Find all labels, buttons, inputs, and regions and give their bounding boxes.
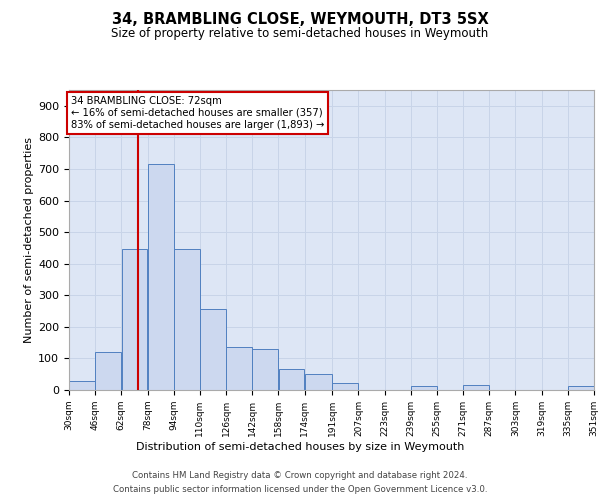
Bar xyxy=(568,386,594,390)
Bar xyxy=(95,352,121,390)
Bar xyxy=(174,248,200,390)
Text: Contains public sector information licensed under the Open Government Licence v3: Contains public sector information licen… xyxy=(113,484,487,494)
Bar xyxy=(69,381,95,390)
Text: Size of property relative to semi-detached houses in Weymouth: Size of property relative to semi-detach… xyxy=(112,28,488,40)
Bar xyxy=(278,368,304,390)
Text: 34, BRAMBLING CLOSE, WEYMOUTH, DT3 5SX: 34, BRAMBLING CLOSE, WEYMOUTH, DT3 5SX xyxy=(112,12,488,28)
Bar xyxy=(305,374,332,390)
Y-axis label: Number of semi-detached properties: Number of semi-detached properties xyxy=(24,137,34,343)
Text: Distribution of semi-detached houses by size in Weymouth: Distribution of semi-detached houses by … xyxy=(136,442,464,452)
Bar xyxy=(148,164,173,390)
Text: 34 BRAMBLING CLOSE: 72sqm
← 16% of semi-detached houses are smaller (357)
83% of: 34 BRAMBLING CLOSE: 72sqm ← 16% of semi-… xyxy=(71,96,324,130)
Bar xyxy=(121,248,148,390)
Bar xyxy=(200,310,226,390)
Bar xyxy=(463,384,489,390)
Bar xyxy=(253,349,278,390)
Bar xyxy=(332,383,358,390)
Bar xyxy=(226,348,252,390)
Text: Contains HM Land Registry data © Crown copyright and database right 2024.: Contains HM Land Registry data © Crown c… xyxy=(132,470,468,480)
Bar xyxy=(411,386,437,390)
